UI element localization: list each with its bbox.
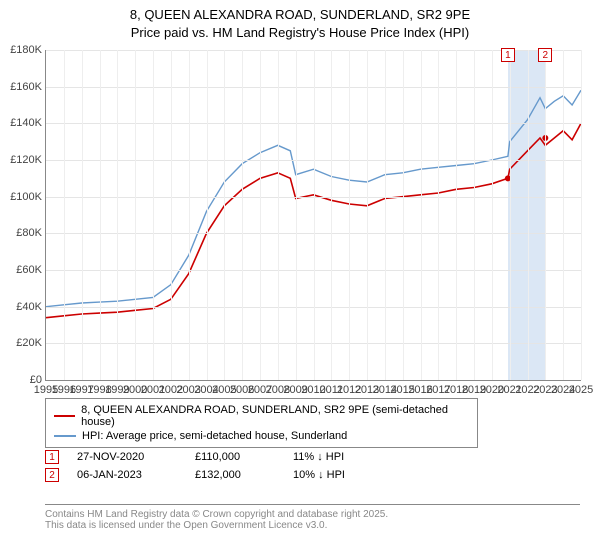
title-line2: Price paid vs. HM Land Registry's House … [0,24,600,42]
legend-label-hpi: HPI: Average price, semi-detached house,… [82,430,347,442]
event-marker-1: 1 [501,48,515,62]
x-gridline [189,50,190,380]
y-tick-label: £140K [10,117,46,129]
event-pct: 11% ↓ HPI [293,451,388,463]
title-line1: 8, QUEEN ALEXANDRA ROAD, SUNDERLAND, SR2… [0,6,600,24]
legend-item-property: 8, QUEEN ALEXANDRA ROAD, SUNDERLAND, SR2… [54,403,469,429]
y-tick-label: £80K [16,227,46,239]
event-price: £132,000 [195,469,275,481]
y-tick-label: £60K [16,264,46,276]
event-marker-2: 2 [538,48,552,62]
x-gridline [581,50,582,380]
event-row: 1 27-NOV-2020 £110,000 11% ↓ HPI [45,448,580,466]
footer-line1: Contains HM Land Registry data © Crown c… [45,509,580,520]
x-gridline [224,50,225,380]
x-gridline [153,50,154,380]
y-tick-label: £100K [10,191,46,203]
y-tick-label: £120K [10,154,46,166]
x-gridline [474,50,475,380]
legend-swatch-property [54,415,75,417]
x-gridline [242,50,243,380]
x-gridline [296,50,297,380]
x-gridline [403,50,404,380]
x-gridline [331,50,332,380]
x-gridline [421,50,422,380]
event-price: £110,000 [195,451,275,463]
y-tick-label: £40K [16,301,46,313]
x-gridline [82,50,83,380]
x-tick-label: 2025 [569,380,593,396]
footer-line2: This data is licensed under the Open Gov… [45,520,580,531]
event-marker-badge: 2 [45,468,59,482]
x-gridline [456,50,457,380]
x-gridline [492,50,493,380]
footer-attribution: Contains HM Land Registry data © Crown c… [45,500,580,531]
legend-label-property: 8, QUEEN ALEXANDRA ROAD, SUNDERLAND, SR2… [81,404,469,428]
event-date: 06-JAN-2023 [77,469,177,481]
x-gridline [438,50,439,380]
x-gridline [135,50,136,380]
x-gridline [207,50,208,380]
event-date: 27-NOV-2020 [77,451,177,463]
x-gridline [117,50,118,380]
x-gridline [385,50,386,380]
y-tick-label: £180K [10,44,46,56]
legend-box: 8, QUEEN ALEXANDRA ROAD, SUNDERLAND, SR2… [45,398,478,448]
x-gridline [260,50,261,380]
x-gridline [528,50,529,380]
event-marker-badge: 1 [45,450,59,464]
y-tick-label: £160K [10,81,46,93]
x-gridline [367,50,368,380]
x-gridline [278,50,279,380]
events-table: 1 27-NOV-2020 £110,000 11% ↓ HPI 2 06-JAN-202… [45,448,580,484]
x-gridline [314,50,315,380]
legend-item-hpi: HPI: Average price, semi-detached house,… [54,429,469,443]
x-gridline [64,50,65,380]
x-gridline [100,50,101,380]
chart-title: 8, QUEEN ALEXANDRA ROAD, SUNDERLAND, SR2… [0,0,600,42]
y-tick-label: £20K [16,337,46,349]
x-gridline [349,50,350,380]
x-gridline [545,50,546,380]
x-gridline [563,50,564,380]
x-gridline [510,50,511,380]
legend-swatch-hpi [54,435,76,437]
x-gridline [171,50,172,380]
event-pct: 10% ↓ HPI [293,469,388,481]
chart-plot-area: £0£20K£40K£60K£80K£100K£120K£140K£160K£1… [45,50,581,381]
event-row: 2 06-JAN-2023 £132,000 10% ↓ HPI [45,466,580,484]
